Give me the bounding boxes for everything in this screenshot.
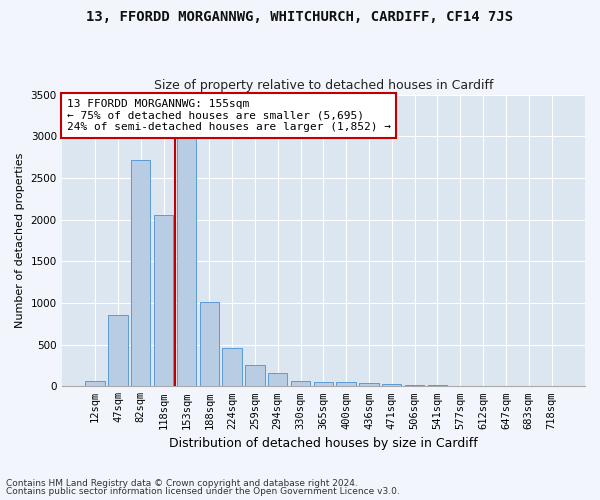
Bar — [131, 160, 151, 386]
Bar — [382, 384, 401, 386]
Text: Contains HM Land Registry data © Crown copyright and database right 2024.: Contains HM Land Registry data © Crown c… — [6, 478, 358, 488]
Bar — [359, 384, 379, 386]
Bar — [85, 382, 105, 386]
Bar — [177, 136, 196, 386]
Bar — [223, 348, 242, 387]
X-axis label: Distribution of detached houses by size in Cardiff: Distribution of detached houses by size … — [169, 437, 478, 450]
Bar — [314, 382, 333, 386]
Bar — [154, 214, 173, 386]
Bar — [268, 373, 287, 386]
Text: Contains public sector information licensed under the Open Government Licence v3: Contains public sector information licen… — [6, 487, 400, 496]
Title: Size of property relative to detached houses in Cardiff: Size of property relative to detached ho… — [154, 79, 493, 92]
Bar — [405, 385, 424, 386]
Y-axis label: Number of detached properties: Number of detached properties — [15, 152, 25, 328]
Bar — [291, 381, 310, 386]
Text: 13, FFORDD MORGANNWG, WHITCHURCH, CARDIFF, CF14 7JS: 13, FFORDD MORGANNWG, WHITCHURCH, CARDIF… — [86, 10, 514, 24]
Bar — [245, 366, 265, 386]
Text: 13 FFORDD MORGANNWG: 155sqm
← 75% of detached houses are smaller (5,695)
24% of : 13 FFORDD MORGANNWG: 155sqm ← 75% of det… — [67, 99, 391, 132]
Bar — [337, 382, 356, 386]
Bar — [200, 302, 219, 386]
Bar — [108, 316, 128, 386]
